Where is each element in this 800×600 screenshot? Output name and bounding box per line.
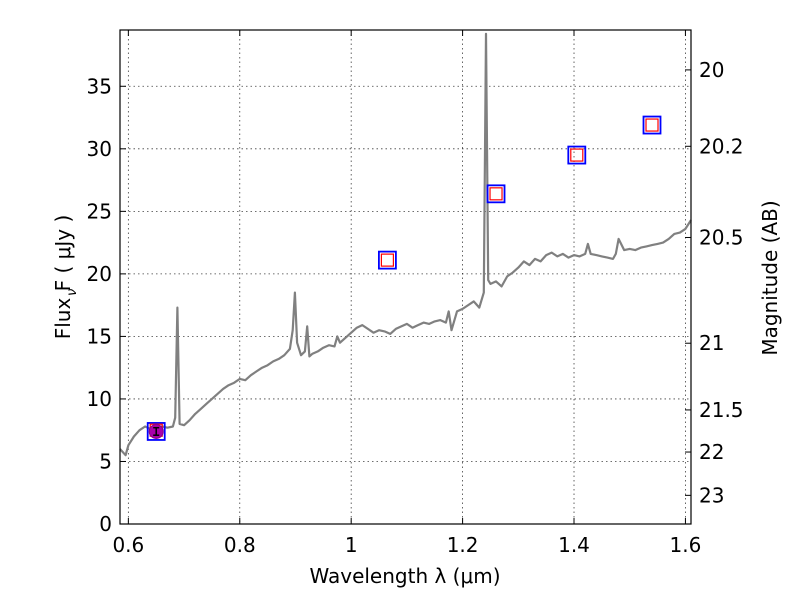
y-tick-label: 5 (99, 449, 112, 473)
x-tick-label: 1.6 (670, 533, 702, 557)
y2-tick-label: 20 (699, 58, 724, 82)
x-tick-label: 1 (345, 533, 358, 557)
y-tick-label: 15 (87, 324, 112, 348)
ticks (120, 30, 691, 525)
y-axis-label: Flux F ( μJy ) (51, 215, 75, 340)
y-tick-label: 20 (87, 262, 112, 286)
photometry-box-observed (486, 184, 506, 204)
photometry-box-observed (146, 422, 166, 441)
y-axis-label-subscript: ν (65, 289, 80, 296)
x-axis-label: Wavelength λ (μm) (309, 564, 500, 588)
photometry-box-observed (567, 145, 587, 165)
photometry-box-model (489, 187, 503, 201)
photometry-box-observed (377, 250, 397, 270)
y2-tick-label: 20.5 (699, 225, 744, 249)
x-tick-label: 1.4 (558, 533, 590, 557)
photometry-box-model (570, 148, 584, 162)
plot-frame (119, 29, 692, 525)
y-tick-label: 25 (87, 199, 112, 223)
y-tick-label: 35 (87, 74, 112, 98)
y-tick-label: 10 (87, 387, 112, 411)
y2-tick-label: 23 (699, 483, 724, 507)
x-tick-label: 1.2 (447, 533, 479, 557)
x-tick-label: 0.8 (224, 533, 256, 557)
photometry-layer (146, 115, 662, 441)
photometry-box-model (380, 253, 394, 267)
y-tick-label: 30 (87, 137, 112, 161)
y-tick-label: 0 (99, 512, 112, 536)
y2-tick-label: 21.5 (699, 398, 744, 422)
spectrum-layer (119, 32, 692, 457)
grid (120, 30, 691, 525)
y2-tick-label: 20.2 (699, 134, 744, 158)
y2-tick-label: 22 (699, 440, 724, 464)
photometry-box-model (645, 118, 659, 132)
spectrum-line (119, 32, 692, 457)
y-axis-label-main: Flux F ( μJy ) (51, 215, 75, 340)
x-tick-label: 0.6 (112, 533, 144, 557)
photometry-box-observed (642, 115, 662, 135)
y2-axis-label: Magnitude (AB) (758, 200, 782, 355)
y2-tick-label: 21 (699, 331, 724, 355)
tick-labels: 0.6 0.8 1 1.2 1.4 1.6 0 5 10 15 20 25 30 35 20 20.2 20.5… (87, 58, 744, 557)
